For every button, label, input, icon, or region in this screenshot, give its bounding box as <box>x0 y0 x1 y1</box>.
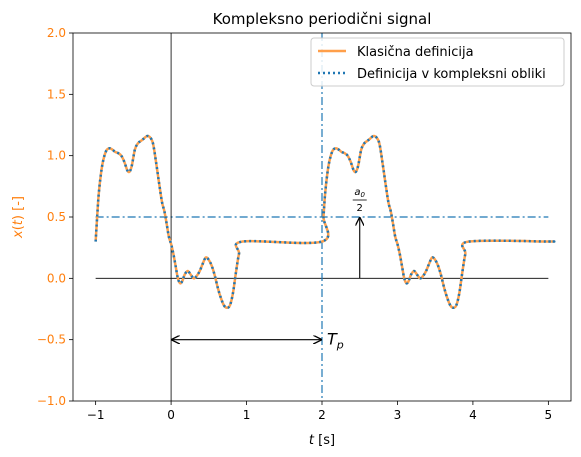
x-tick-label: 2 <box>318 408 326 422</box>
series-complex-line <box>94 134 556 310</box>
x-axis-ticks: −1 0 1 2 3 4 5 <box>87 401 552 422</box>
y-tick-label: 0.0 <box>47 271 66 285</box>
y-tick-label: −1.0 <box>37 394 66 408</box>
y-axis-ticks: −1.0 −0.5 0.0 0.5 1.0 1.5 2.0 <box>37 26 73 408</box>
x-tick-label: 5 <box>545 408 553 422</box>
x-tick-label: 1 <box>243 408 251 422</box>
x-tick-label: 0 <box>167 408 175 422</box>
y-tick-label: 2.0 <box>47 26 66 40</box>
svg-text:a0: a0 <box>354 187 365 199</box>
x-tick-label: 3 <box>394 408 402 422</box>
x-tick-label: 4 <box>469 408 477 422</box>
svg-text:2: 2 <box>357 203 363 214</box>
legend-classic-label: Klasična definicija <box>357 45 474 60</box>
legend-complex-label: Definicija v kompleksni obliki <box>357 67 546 82</box>
y-tick-label: −0.5 <box>37 333 66 347</box>
period-label: Tp <box>327 330 344 352</box>
y-axis-label: x(t) [-] <box>11 196 26 239</box>
chart-title: Kompleksno periodični signal <box>213 10 432 28</box>
mean-label: a0 2 <box>352 187 367 214</box>
y-tick-label: 0.5 <box>47 210 66 224</box>
legend: Klasična definicija Definicija v komplek… <box>310 37 565 87</box>
x-tick-label: −1 <box>87 408 105 422</box>
y-tick-label: 1.0 <box>47 149 66 163</box>
x-axis-label: t [s] <box>309 433 335 448</box>
y-tick-label: 1.5 <box>47 87 66 101</box>
